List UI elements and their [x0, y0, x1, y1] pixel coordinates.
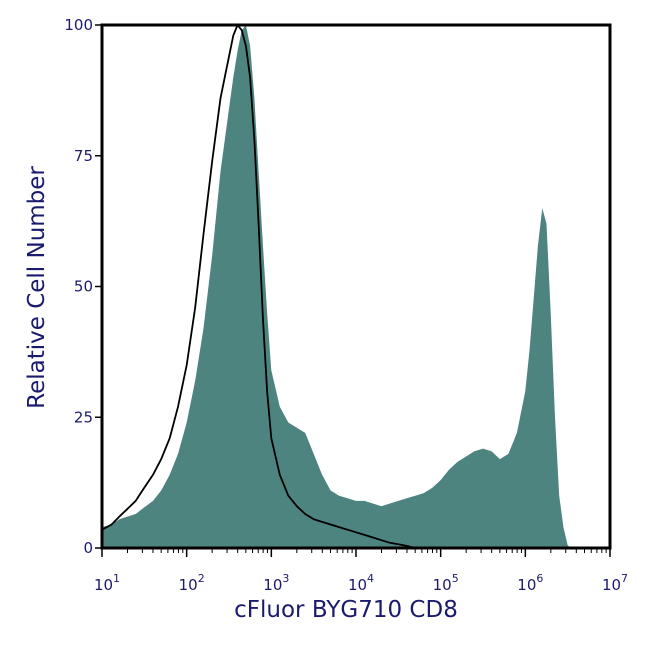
filled-histogram-series: [102, 25, 572, 548]
y-tick-label: 25: [74, 408, 93, 426]
x-axis: 101 102 103 104 105 106 107: [94, 548, 628, 594]
y-tick-label: 0: [83, 539, 93, 557]
x-tick-label: 101: [94, 572, 120, 594]
y-axis: 0 25 50 75 100: [64, 16, 102, 557]
x-tick-label: 104: [348, 572, 374, 594]
x-tick-label: 106: [517, 572, 543, 594]
x-tick-label: 102: [179, 572, 205, 594]
y-tick-label: 50: [74, 278, 93, 296]
y-tick-label: 75: [74, 147, 93, 165]
outline-histogram-series: [101, 23, 416, 549]
x-tick-label: 107: [602, 572, 628, 594]
x-tick-label: 103: [263, 572, 289, 594]
y-axis-title: Relative Cell Number: [24, 166, 50, 409]
x-axis-title: cFluor BYG710 CD8: [234, 597, 458, 623]
plot-area: [101, 23, 572, 549]
x-tick-label: 105: [433, 572, 459, 594]
y-tick-label: 100: [64, 16, 93, 34]
